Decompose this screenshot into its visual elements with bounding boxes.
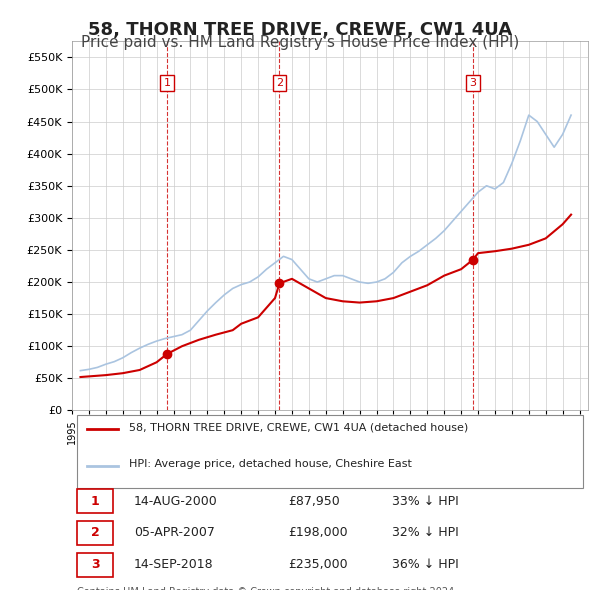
Text: 58, THORN TREE DRIVE, CREWE, CW1 4UA: 58, THORN TREE DRIVE, CREWE, CW1 4UA [88, 21, 512, 39]
Text: 3: 3 [470, 78, 476, 88]
Text: 32% ↓ HPI: 32% ↓ HPI [392, 526, 458, 539]
FancyBboxPatch shape [77, 415, 583, 487]
Text: HPI: Average price, detached house, Cheshire East: HPI: Average price, detached house, Ches… [129, 459, 412, 469]
Text: 14-SEP-2018: 14-SEP-2018 [134, 558, 214, 571]
FancyBboxPatch shape [77, 553, 113, 576]
Text: 2: 2 [276, 78, 283, 88]
FancyBboxPatch shape [77, 489, 113, 513]
Text: 36% ↓ HPI: 36% ↓ HPI [392, 558, 458, 571]
Text: £87,950: £87,950 [289, 494, 340, 507]
Text: Contains HM Land Registry data © Crown copyright and database right 2024.
This d: Contains HM Land Registry data © Crown c… [77, 586, 457, 590]
Text: 1: 1 [91, 494, 100, 507]
Text: 3: 3 [91, 558, 100, 571]
Text: 2: 2 [91, 526, 100, 539]
Text: £198,000: £198,000 [289, 526, 349, 539]
Text: 33% ↓ HPI: 33% ↓ HPI [392, 494, 458, 507]
Text: Price paid vs. HM Land Registry's House Price Index (HPI): Price paid vs. HM Land Registry's House … [81, 35, 519, 50]
FancyBboxPatch shape [77, 521, 113, 545]
Text: 14-AUG-2000: 14-AUG-2000 [134, 494, 218, 507]
Text: 58, THORN TREE DRIVE, CREWE, CW1 4UA (detached house): 58, THORN TREE DRIVE, CREWE, CW1 4UA (de… [129, 422, 468, 432]
Text: 05-APR-2007: 05-APR-2007 [134, 526, 215, 539]
Text: 1: 1 [164, 78, 170, 88]
Text: £235,000: £235,000 [289, 558, 349, 571]
